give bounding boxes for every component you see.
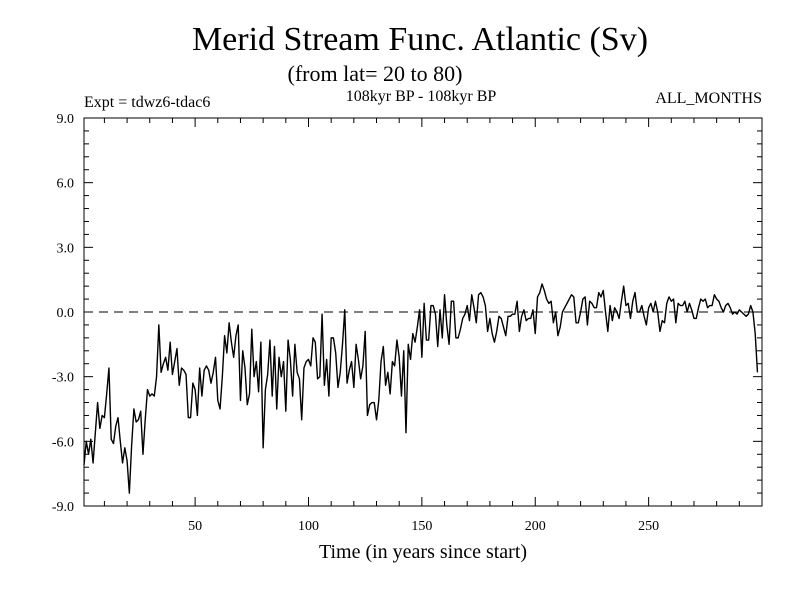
x-tick-label: 50: [188, 519, 202, 534]
y-tick-label: 9.0: [57, 112, 75, 127]
y-tick-label: -3.0: [52, 371, 74, 386]
y-tick-label: -6.0: [52, 435, 74, 450]
axis-ticks: [84, 117, 762, 507]
x-tick-label: 200: [525, 519, 546, 534]
tick-labels: 50 100 150 200 250 -9.0 -6.0 -3.0 0.0 3.0 6.0 9.0: [52, 112, 659, 534]
x-tick-label: 100: [298, 519, 319, 534]
chart-title: Merid Stream Func. Atlantic (Sv): [192, 21, 648, 58]
months-label: ALL_MONTHS: [655, 90, 762, 107]
period-label: 108kyr BP - 108kyr BP: [346, 88, 497, 105]
y-tick-label: -9.0: [52, 500, 74, 515]
x-axis-label: Time (in years since start): [319, 541, 527, 563]
y-tick-label: 6.0: [57, 177, 75, 192]
y-tick-label: 3.0: [57, 241, 75, 256]
chart-subtitle: (from lat= 20 to 80): [288, 61, 463, 86]
series-line: [83, 283, 759, 494]
experiment-label: Expt = tdwz6-tdac6: [84, 94, 210, 111]
series-group: [83, 283, 759, 494]
x-tick-label: 250: [638, 519, 659, 534]
x-tick-label: 150: [411, 519, 432, 534]
y-tick-label: 0.0: [57, 306, 75, 321]
